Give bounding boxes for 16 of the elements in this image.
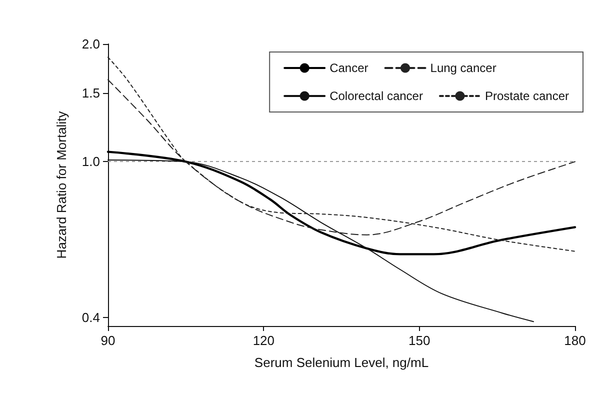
y-axis-title: Hazard Ratio for Mortality	[54, 110, 69, 259]
legend-label: Colorectal cancer	[330, 89, 423, 103]
y-tick-label: 1.0	[82, 154, 100, 170]
legend-label: Cancer	[330, 61, 368, 75]
y-tick-label: 1.5	[82, 85, 100, 100]
legend-label: Prostate cancer	[484, 89, 570, 103]
x-tick-label: 150	[408, 333, 430, 348]
x-tick-label: 90	[100, 333, 116, 348]
y-tick-label: 0.4	[82, 310, 100, 325]
x-axis-title: Serum Selenium Level, ng/mL	[254, 355, 429, 370]
legend-label: Lung cancer	[430, 61, 496, 75]
y-tick-label: 2.0	[82, 36, 100, 52]
line-series	[108, 56, 576, 252]
x-tick-label: 180	[564, 333, 586, 348]
x-tick-label: 120	[252, 333, 275, 348]
line-series	[106, 150, 576, 256]
